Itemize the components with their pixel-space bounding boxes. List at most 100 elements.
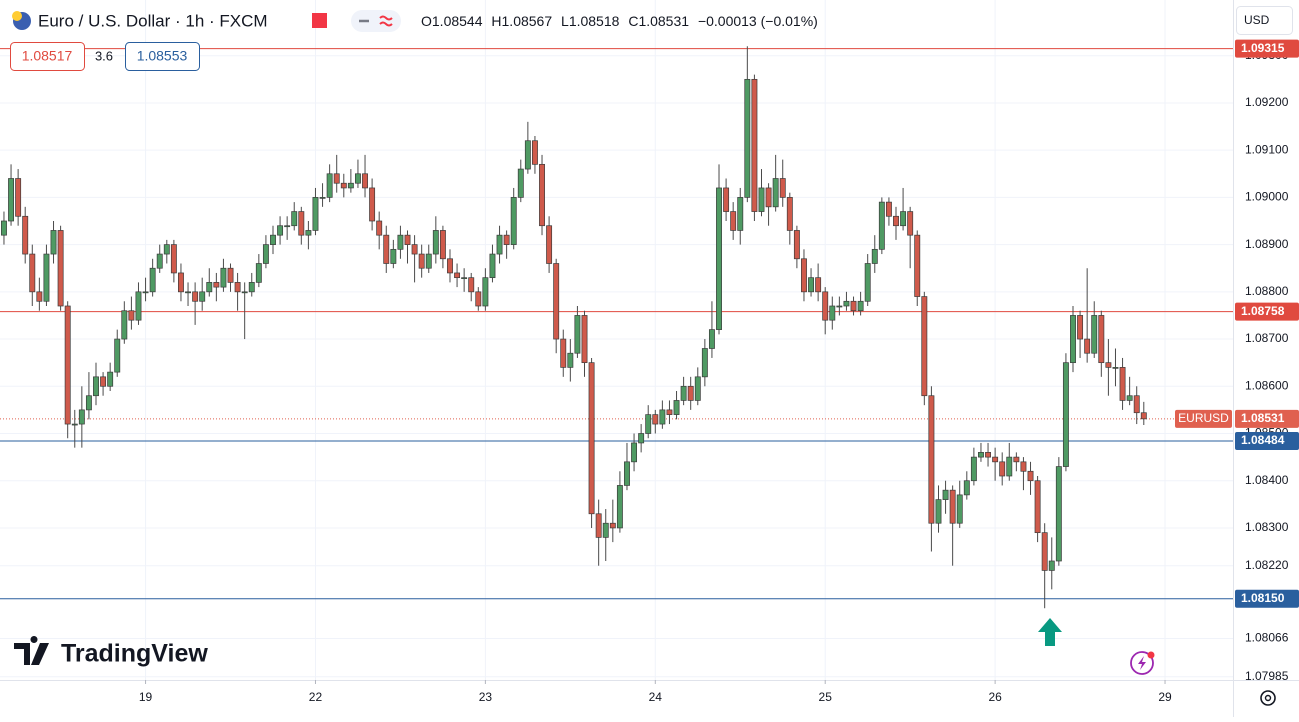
candle-body <box>234 282 241 293</box>
candle-body <box>843 300 850 307</box>
candle-body <box>1013 456 1020 463</box>
candle-body <box>751 78 758 212</box>
candle-body <box>808 277 815 293</box>
candle-body <box>1034 480 1041 534</box>
candle-body <box>178 272 184 293</box>
candle-body <box>93 376 99 397</box>
candle-body <box>539 163 545 227</box>
candle-body <box>36 291 43 302</box>
approx-icon <box>379 15 393 27</box>
branding[interactable]: TradingView <box>61 640 208 668</box>
candle-body <box>985 452 991 458</box>
ohlc-value: 1.08518 <box>569 13 620 29</box>
candle-body <box>241 291 248 294</box>
candle-body <box>333 173 340 184</box>
candle-body <box>1119 367 1126 401</box>
candle-body <box>956 494 963 524</box>
candle-body <box>1055 466 1062 562</box>
candle-body <box>340 182 347 189</box>
y-tick-label: 1.08300 <box>1245 520 1289 534</box>
buy-button[interactable] <box>125 42 200 71</box>
candle-body <box>284 225 291 228</box>
candle-body <box>43 253 50 302</box>
grid <box>0 0 1233 680</box>
candle-body <box>71 423 78 426</box>
ohlc-value: 1.08567 <box>502 13 553 29</box>
candle-body <box>609 522 616 529</box>
candle-body <box>553 263 560 340</box>
candle-body <box>206 282 213 293</box>
candle-body <box>595 513 602 538</box>
flag-icon[interactable] <box>312 13 327 28</box>
indicator-toggle[interactable] <box>351 10 401 32</box>
candle-body <box>376 220 383 236</box>
candle-body <box>815 277 822 293</box>
arrow-marker <box>1038 618 1062 646</box>
candle-body <box>78 409 85 425</box>
lightning-icon[interactable] <box>1130 651 1154 675</box>
level-label: 1.09315 <box>1241 41 1285 55</box>
candle-body <box>1027 470 1034 482</box>
candle-body <box>871 248 878 264</box>
candle-body <box>624 461 630 486</box>
level-label-bg <box>1235 39 1299 58</box>
candle-body <box>461 277 468 280</box>
candle-body <box>779 178 786 198</box>
y-tick-label: 1.08800 <box>1245 284 1289 298</box>
candle-body <box>744 78 751 198</box>
candle-body <box>305 230 312 236</box>
candle-body <box>1006 456 1013 477</box>
candle-body <box>864 263 871 302</box>
candle-body <box>850 300 857 312</box>
y-tick-label: 1.09200 <box>1245 95 1289 109</box>
candle-body <box>907 211 914 236</box>
candle-body <box>192 291 199 302</box>
ohlc-value: 1.08531 <box>638 13 689 29</box>
symbol-label: EURUSD <box>1178 411 1229 425</box>
candle-body <box>170 244 177 274</box>
x-tick-label: 24 <box>649 690 663 704</box>
candle-body <box>489 253 496 279</box>
ask-price: 1.08553 <box>137 48 188 64</box>
symbol-title[interactable]: Euro / U.S. Dollar · 1h · FXCM <box>38 11 268 30</box>
y-tick-label: 1.09000 <box>1245 190 1289 204</box>
candles <box>1 46 1147 609</box>
candle-body <box>765 187 772 208</box>
sell-button[interactable] <box>10 42 85 71</box>
y-tick-label: 1.08220 <box>1245 558 1289 572</box>
candle-body <box>758 187 765 212</box>
candle-body <box>581 315 588 364</box>
candle-body <box>1020 461 1027 472</box>
settings-icon[interactable] <box>1260 690 1276 706</box>
candle-body <box>255 263 262 283</box>
x-tick-label: 23 <box>479 690 493 704</box>
candle-body <box>496 234 503 255</box>
candle-body <box>447 258 453 274</box>
candle-body <box>666 409 673 415</box>
ohlc-legend: O1.08544 H1.08567 L1.08518 C1.08531 −0.0… <box>421 13 818 29</box>
candle-body <box>100 376 107 387</box>
lightning-icon <box>1138 656 1146 670</box>
ohlc-label: C <box>628 13 638 29</box>
candle-body <box>418 253 425 269</box>
level-label-bg <box>1235 302 1299 321</box>
candle-body <box>1041 532 1048 571</box>
y-tick-label: 1.08600 <box>1245 378 1289 392</box>
candle-body <box>1105 362 1112 368</box>
candle-body <box>142 291 149 294</box>
x-tick-label: 19 <box>139 690 153 704</box>
candle-body <box>85 395 92 411</box>
levels <box>0 48 1233 600</box>
candle-body <box>1091 315 1098 354</box>
candle-body <box>432 230 439 255</box>
ohlc-label: H <box>491 13 501 29</box>
candle-body <box>992 456 999 463</box>
candle-body <box>1048 560 1055 571</box>
candle-body <box>1133 395 1140 414</box>
candle-body <box>135 291 142 321</box>
candle-body <box>390 248 397 264</box>
currency-button[interactable] <box>1236 6 1293 35</box>
candle-body <box>836 305 843 308</box>
candle-body <box>114 338 121 373</box>
